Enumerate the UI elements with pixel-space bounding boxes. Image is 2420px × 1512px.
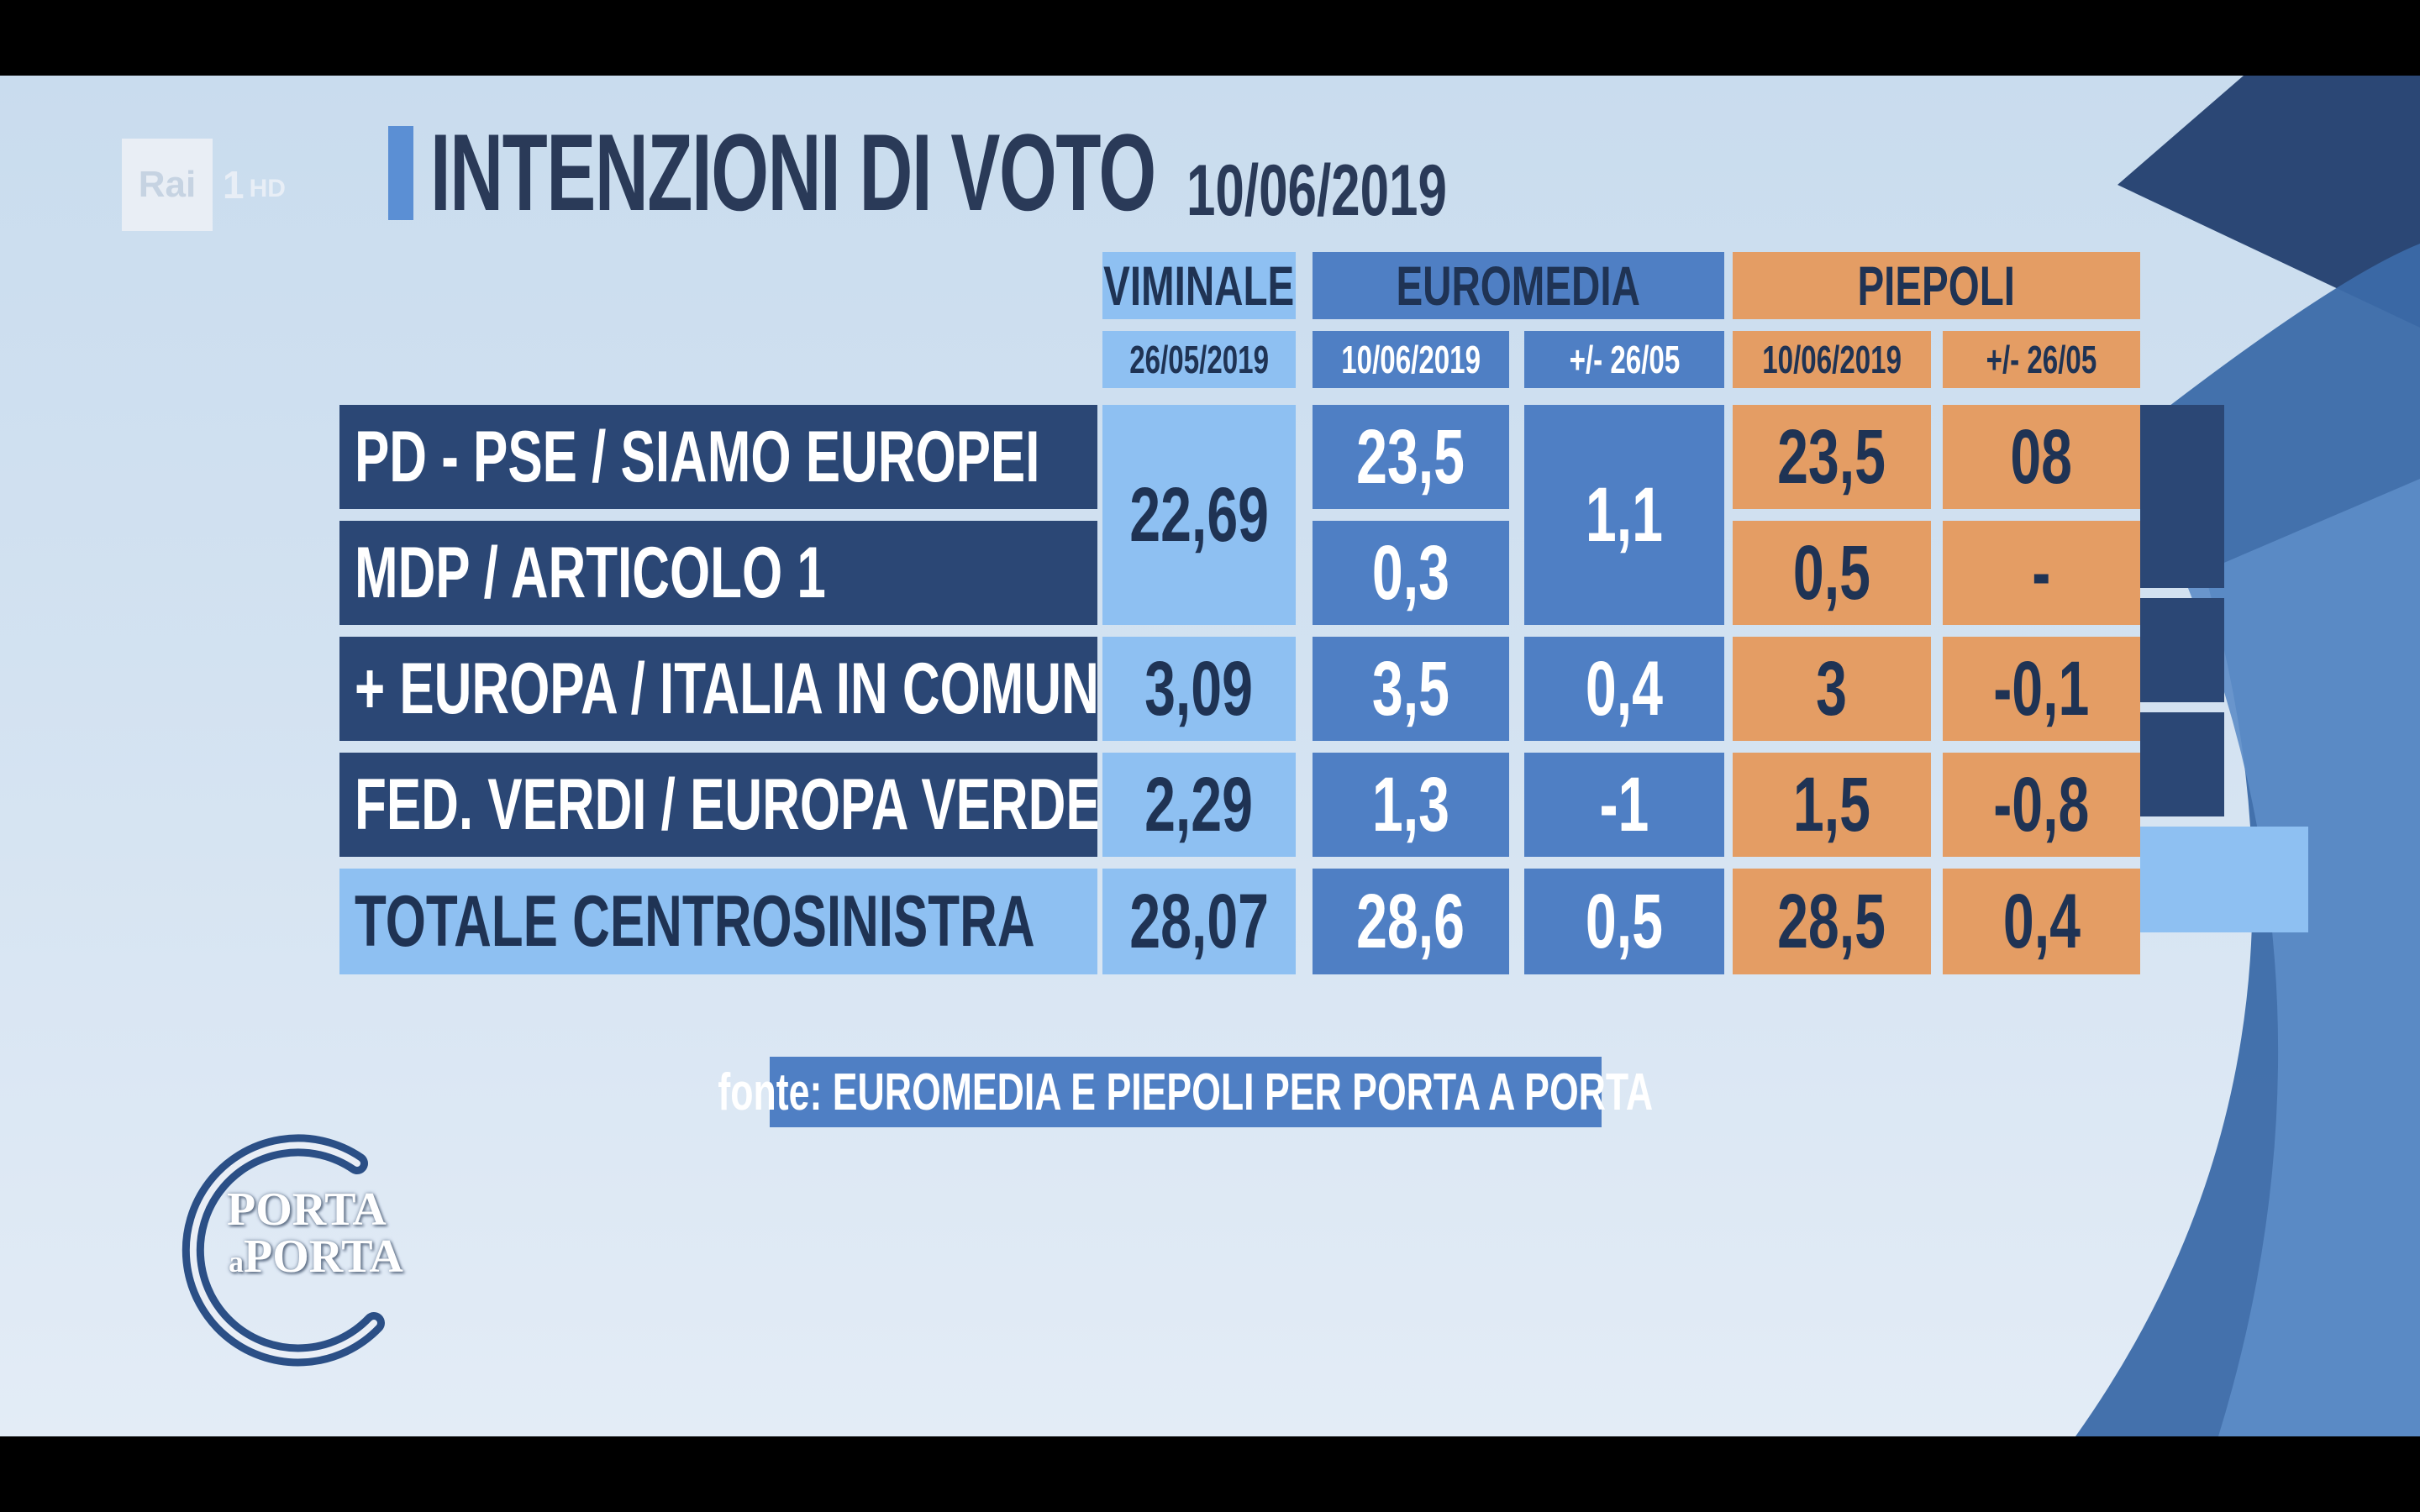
broadcast-screen: Rai 1 HD INTENZIONI DI VOTO 10/06/2019 V… (0, 76, 2420, 1436)
rai-logo-box: Rai (122, 139, 213, 231)
total-cell: 28,6 (1313, 869, 1509, 974)
table-cell: 0,4 (1524, 637, 1724, 741)
table-cell: -1 (1524, 753, 1724, 857)
table-cell: -0,1 (1943, 637, 2140, 741)
table-row-label: + EUROPA / ITALIA IN COMUNE / PDE (339, 637, 1097, 741)
table-cell: 1,3 (1313, 753, 1509, 857)
row-extension (2140, 827, 2308, 932)
subheader-euromedia-delta: +/- 26/05 (1524, 331, 1724, 388)
title-date: 10/06/2019 (1186, 150, 1447, 231)
row-extension (2140, 405, 2224, 588)
subheader-viminale-date: 26/05/2019 (1102, 331, 1296, 388)
header-euromedia: EUROMEDIA (1313, 252, 1724, 319)
table-cell: 0,3 (1313, 521, 1509, 625)
table-row-label: PD - PSE / SIAMO EUROPEI (339, 405, 1097, 509)
show-logo: PORTA aPORTA (227, 1186, 403, 1285)
show-logo-connector: a (229, 1245, 244, 1278)
total-cell: 28,5 (1733, 869, 1931, 974)
total-cell: 28,07 (1102, 869, 1296, 974)
table-row-label: MDP / ARTICOLO 1 (339, 521, 1097, 625)
source-caption: fonte: EUROMEDIA E PIEPOLI PER PORTA A P… (718, 1057, 1653, 1127)
table-cell: -0,8 (1943, 753, 2140, 857)
table-cell: 3 (1733, 637, 1931, 741)
total-cell: 0,5 (1524, 869, 1724, 974)
merged-viminale-value: 22,69 (1102, 405, 1296, 625)
show-logo-line2: PORTA (244, 1231, 403, 1283)
table-cell: 3,5 (1313, 637, 1509, 741)
title-accent-bar (388, 126, 413, 220)
header-viminale: VIMINALE (1102, 252, 1296, 319)
table-cell: - (1943, 521, 2140, 625)
channel-number: 1 (223, 163, 245, 207)
total-cell: 0,4 (1943, 869, 2140, 974)
table-cell: 0,5 (1733, 521, 1931, 625)
show-logo-line1: PORTA (227, 1184, 387, 1236)
subheader-piepoli-delta: +/- 26/05 (1943, 331, 2140, 388)
total-row-label: TOTALE CENTROSINISTRA (339, 869, 1097, 974)
table-cell: 3,09 (1102, 637, 1296, 741)
table-cell: 08 (1943, 405, 2140, 509)
table-cell: 23,5 (1313, 405, 1509, 509)
show-logo-ring (182, 1134, 385, 1367)
subheader-euromedia-date: 10/06/2019 (1313, 331, 1509, 388)
table-row-label: FED. VERDI / EUROPA VERDE (339, 753, 1097, 857)
page-title: INTENZIONI DI VOTO (430, 111, 1156, 234)
merged-euromedia-delta: 1,1 (1524, 405, 1724, 625)
subheader-piepoli-date: 10/06/2019 (1733, 331, 1931, 388)
table-cell: 2,29 (1102, 753, 1296, 857)
background-decoration (2075, 76, 2420, 1436)
row-extension (2140, 598, 2224, 702)
channel-quality: HD (249, 175, 286, 202)
row-extension (2140, 712, 2224, 816)
table-cell: 1,5 (1733, 753, 1931, 857)
header-piepoli: PIEPOLI (1733, 252, 2140, 319)
channel-logo: Rai 1 HD (122, 139, 286, 231)
rai-brand-text: Rai (138, 164, 197, 205)
table-cell: 23,5 (1733, 405, 1931, 509)
